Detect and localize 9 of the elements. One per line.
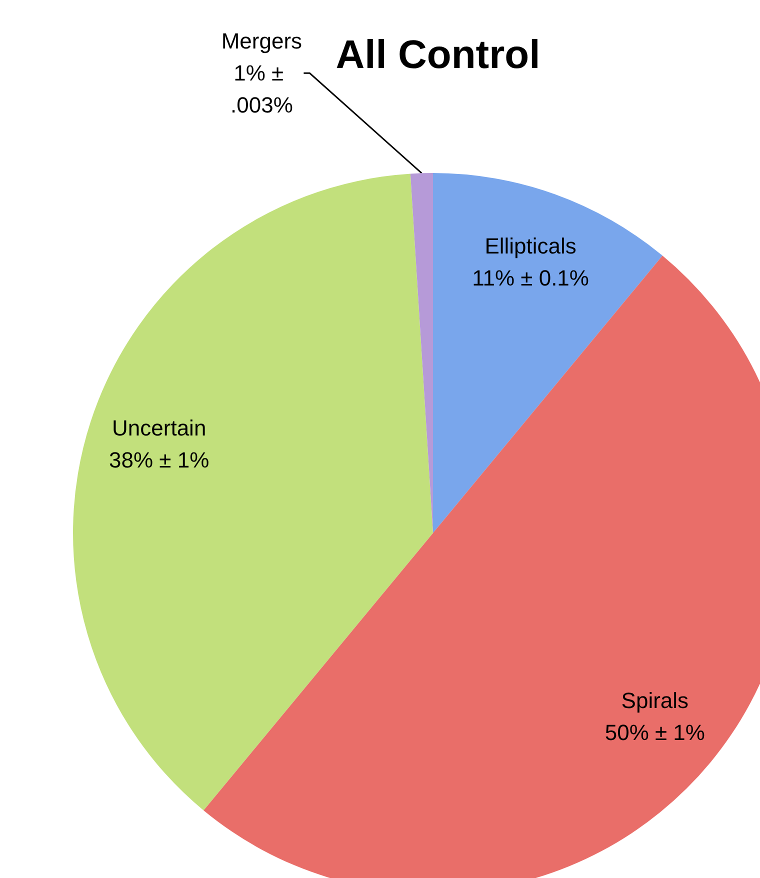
slice-label: Mergers xyxy=(221,28,302,54)
slice-label: Ellipticals xyxy=(484,234,576,259)
slice-label: Uncertain xyxy=(112,416,206,441)
chart-title: All Control xyxy=(336,33,540,77)
data-label: 11% ± 0.1% xyxy=(472,266,589,291)
data-label: 50% ± 1% xyxy=(604,720,705,746)
data-label: 38% ± 1% xyxy=(109,448,210,473)
slice-label: Spirals xyxy=(621,688,689,714)
data-label: 1% ± .003% xyxy=(230,60,293,118)
